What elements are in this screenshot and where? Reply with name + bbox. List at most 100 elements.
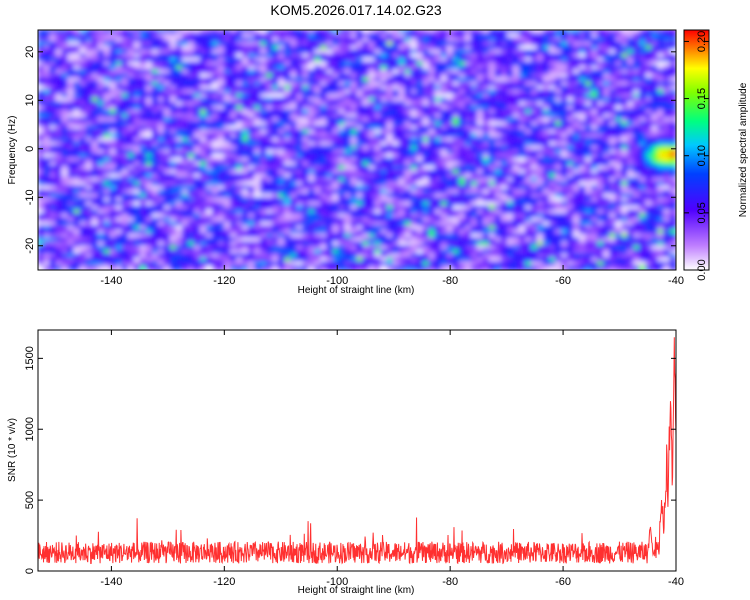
heatmap-cell <box>609 53 617 59</box>
heatmap-cell <box>175 189 184 195</box>
heatmap-cell <box>494 93 503 99</box>
heatmap-cell <box>302 73 310 79</box>
heatmap-cell <box>663 77 671 83</box>
heatmap-cell <box>603 105 611 111</box>
heatmap-cell <box>536 113 545 119</box>
heatmap-cell <box>368 165 376 171</box>
heatmap-cell <box>260 57 268 63</box>
heatmap-cell <box>320 45 328 51</box>
heatmap-cell <box>530 209 539 215</box>
heatmap-cell <box>344 125 352 131</box>
heatmap-cell <box>121 113 129 119</box>
heatmap-cell <box>627 209 635 215</box>
heatmap-cell <box>567 53 575 59</box>
heatmap-cell <box>223 173 232 179</box>
heatmap-cell <box>350 213 358 219</box>
heatmap-cell <box>91 213 99 219</box>
heatmap-cell <box>61 193 69 199</box>
heatmap-cell <box>242 33 250 39</box>
heatmap-cell <box>404 141 412 147</box>
heatmap-cell <box>392 30 400 35</box>
heatmap-cell <box>428 185 436 191</box>
heatmap-cell <box>452 205 460 211</box>
heatmap-cell <box>398 117 406 123</box>
heatmap-cell <box>416 49 424 55</box>
heatmap-cell <box>109 57 117 63</box>
heatmap-cell <box>530 89 539 95</box>
heatmap-cell <box>651 133 659 139</box>
heatmap-cell <box>422 117 430 123</box>
heatmap-cell <box>314 173 322 179</box>
heatmap-cell <box>308 197 316 203</box>
heatmap-cell <box>266 45 274 51</box>
heatmap-cell <box>639 133 647 139</box>
heatmap-cell <box>278 77 286 83</box>
heatmap-cell <box>49 133 57 139</box>
heatmap-cell <box>260 37 268 43</box>
heatmap-cell <box>248 109 256 115</box>
heatmap-cell <box>49 193 57 199</box>
heatmap-cell <box>639 89 647 95</box>
heatmap-cell <box>603 30 611 35</box>
heatmap-cell <box>482 61 491 67</box>
heatmap-cell <box>85 69 93 75</box>
heatmap-cell <box>242 145 250 151</box>
heatmap-cell <box>657 173 665 179</box>
heatmap-cell <box>73 121 81 127</box>
heatmap-cell <box>127 177 135 183</box>
heatmap-cell <box>561 65 569 71</box>
heatmap-cell <box>452 193 460 199</box>
heatmap-cell <box>187 45 196 51</box>
heatmap-cell <box>151 57 159 63</box>
heatmap-cell <box>91 77 99 83</box>
heatmap-cell <box>536 193 545 199</box>
heatmap-cell <box>621 213 629 219</box>
heatmap-cell <box>440 165 448 171</box>
heatmap-cell <box>43 81 51 87</box>
heatmap-cell <box>103 121 111 127</box>
heatmap-cell <box>73 89 81 95</box>
heatmap-cell <box>597 109 605 115</box>
heatmap-cell <box>115 193 123 199</box>
heatmap-cell <box>585 137 593 143</box>
heatmap-cell <box>296 61 304 67</box>
heatmap-cell <box>362 53 370 59</box>
heatmap-cell <box>308 113 316 119</box>
heatmap-cell <box>127 197 135 203</box>
heatmap-cell <box>621 69 629 75</box>
heatmap-cell <box>530 33 539 39</box>
heatmap-cell <box>61 213 69 219</box>
heatmap-cell <box>362 133 370 139</box>
heatmap-cell <box>278 169 286 175</box>
heatmap-cell <box>326 109 334 115</box>
heatmap-cell <box>524 137 533 143</box>
heatmap-cell <box>175 181 184 187</box>
heatmap-cell <box>398 169 406 175</box>
heatmap-cell <box>362 97 370 103</box>
heatmap-cell <box>518 101 527 107</box>
heatmap-cell <box>223 209 232 215</box>
heatmap-cell <box>530 197 539 203</box>
heatmap-cell <box>308 129 316 135</box>
heatmap-cell <box>350 153 358 159</box>
heatmap-cell <box>524 73 533 79</box>
heatmap-cell <box>127 89 135 95</box>
heatmap-cell <box>440 105 448 111</box>
heatmap-cell <box>115 153 123 159</box>
heatmap-cell <box>38 173 45 179</box>
heatmap-cell <box>217 77 226 83</box>
heatmap-cell <box>434 117 442 123</box>
heatmap-cell <box>506 113 515 119</box>
heatmap-cell <box>663 57 671 63</box>
heatmap-cell <box>669 45 676 51</box>
heatmap-cell <box>151 61 159 67</box>
heatmap-cell <box>55 57 63 63</box>
heatmap-cell <box>284 193 292 199</box>
heatmap-cell <box>85 173 93 179</box>
heatmap-cell <box>603 41 611 47</box>
heatmap-cell <box>524 121 533 127</box>
heatmap-cell <box>61 45 69 51</box>
heatmap-cell <box>458 61 466 67</box>
heatmap-cell <box>621 205 629 211</box>
heatmap-cell <box>67 121 75 127</box>
